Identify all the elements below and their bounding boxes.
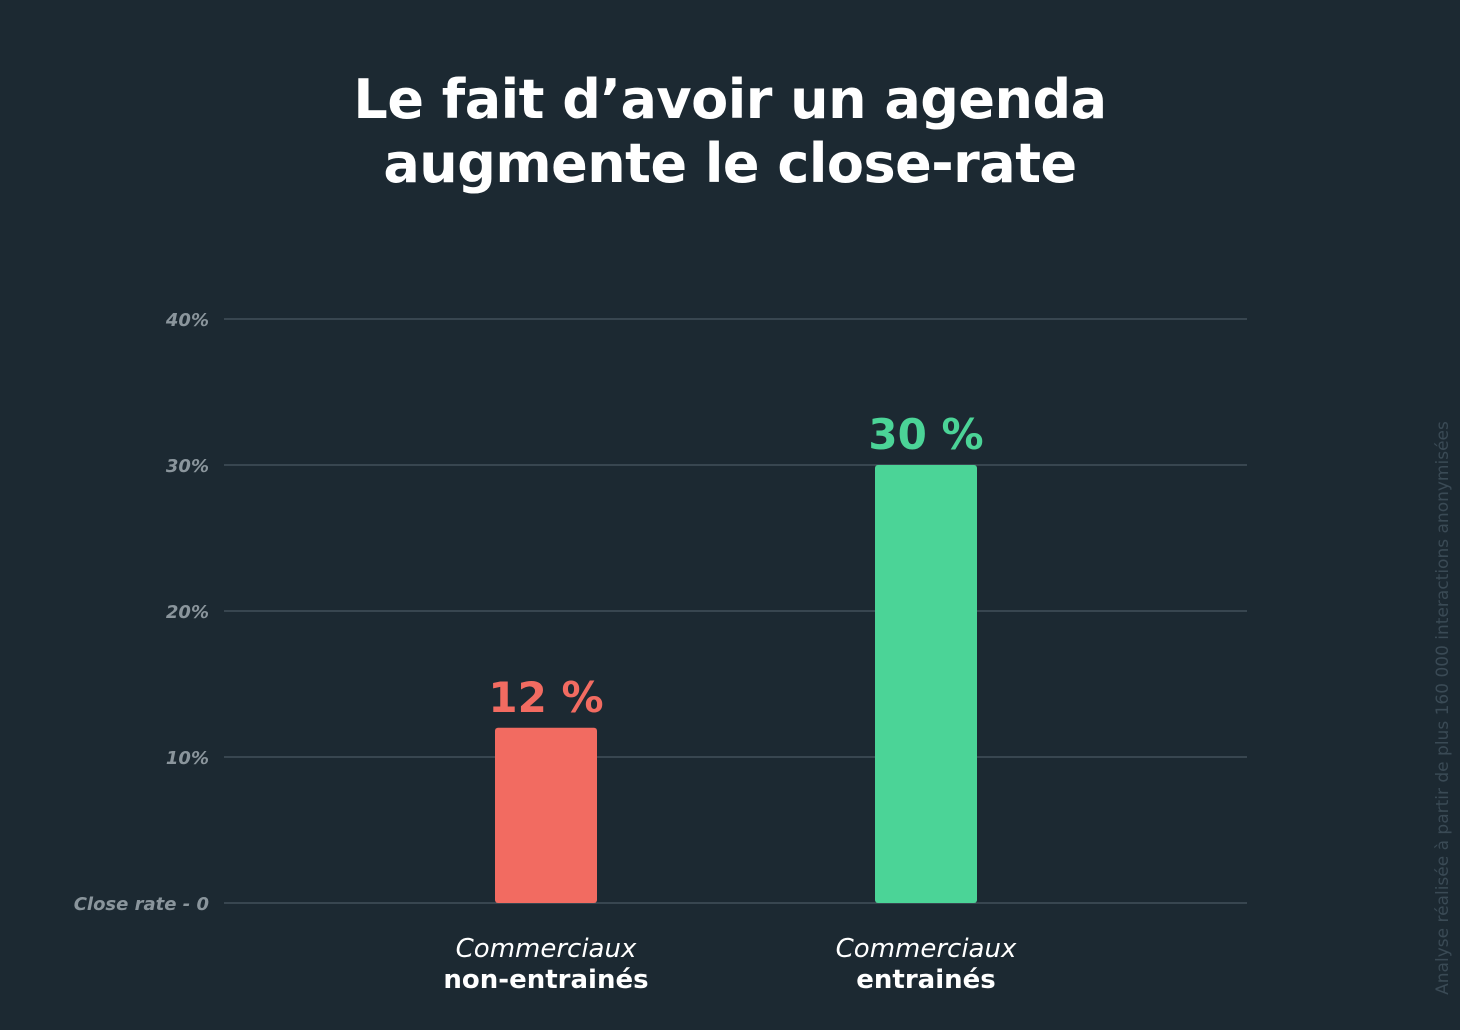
bar-0 bbox=[495, 727, 597, 903]
data-label-0: 12 % bbox=[488, 673, 603, 722]
chart-title-line-2: augmente le close-rate bbox=[383, 132, 1077, 195]
category-label-line1-0: Commerciaux bbox=[456, 934, 637, 964]
category-label-line2-0: non-entrainés bbox=[443, 965, 648, 995]
y-tick-label-40: 40% bbox=[165, 310, 209, 331]
data-label-1: 30 % bbox=[868, 410, 983, 459]
chart-title: Le fait d’avoir un agenda augmente le cl… bbox=[0, 68, 1460, 196]
source-note: Analyse réalisée à partir de plus 160 00… bbox=[1433, 421, 1453, 995]
chart-title-line-1: Le fait d’avoir un agenda bbox=[353, 68, 1107, 131]
bar-1 bbox=[875, 465, 977, 903]
category-label-line2-1: entrainés bbox=[856, 965, 995, 995]
y-tick-label-10: 10% bbox=[166, 748, 209, 769]
y-tick-label-0: Close rate - 0 bbox=[74, 894, 209, 915]
y-tick-label-20: 20% bbox=[166, 602, 209, 623]
category-label-line1-1: Commerciaux bbox=[836, 934, 1017, 964]
y-tick-label-30: 30% bbox=[166, 456, 209, 477]
